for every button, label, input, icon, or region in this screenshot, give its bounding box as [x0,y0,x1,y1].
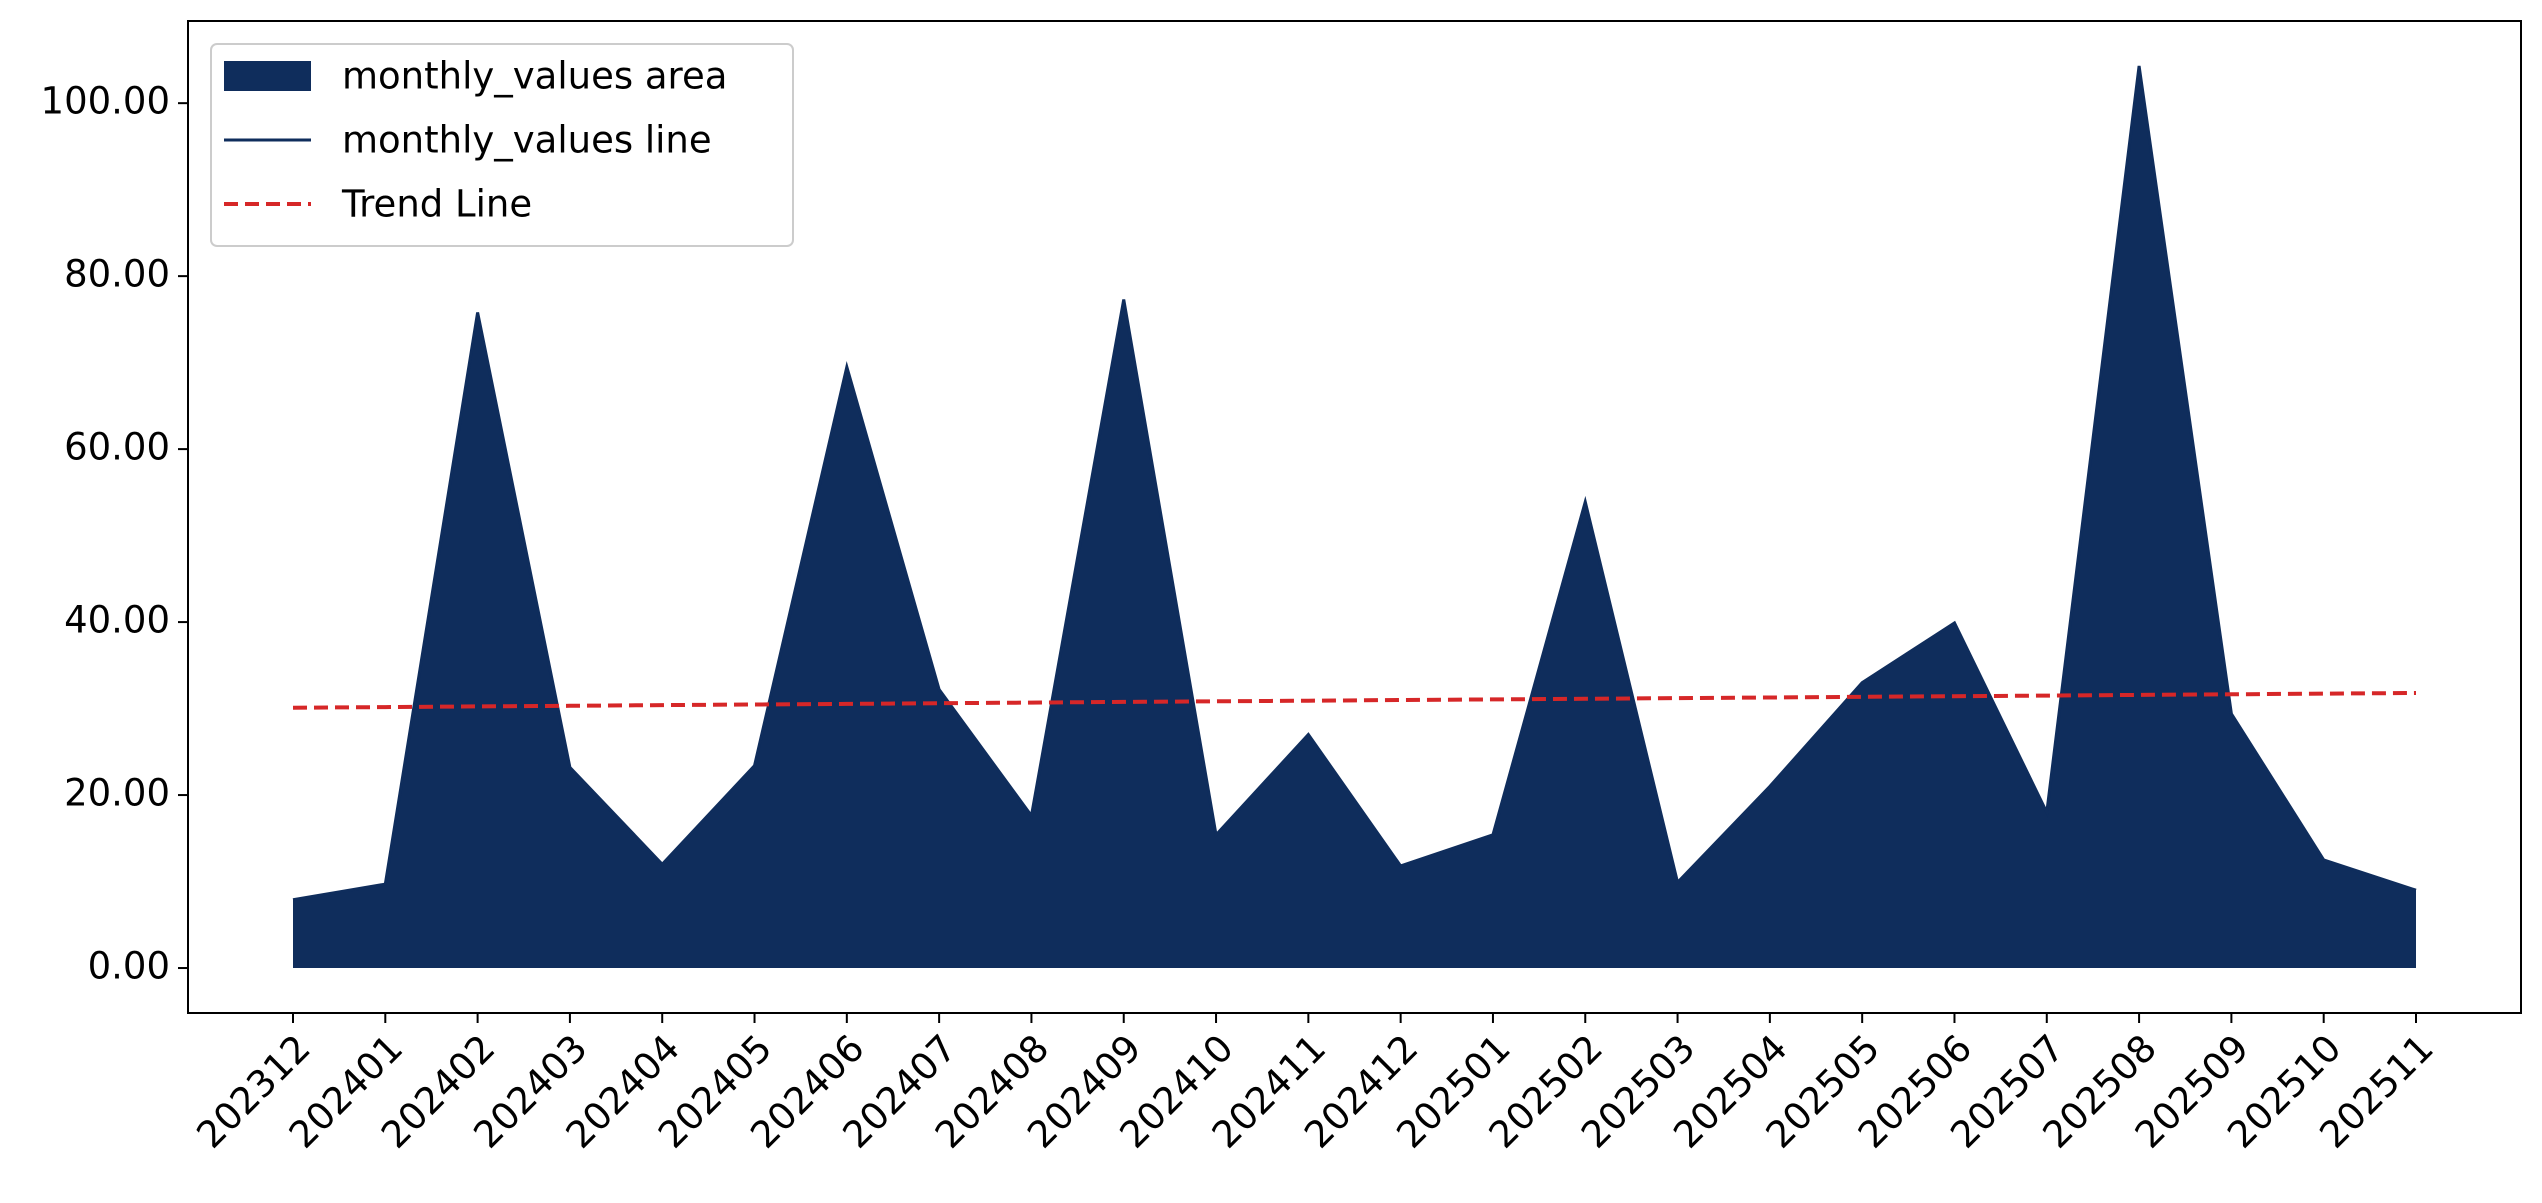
legend-swatch [224,61,311,91]
y-tick-label: 60.00 [64,426,170,469]
legend: monthly_values area monthly_values line Tr… [210,43,794,247]
y-tick-label: 80.00 [64,253,170,296]
y-tick-label: 40.00 [64,599,170,642]
legend-box [210,43,794,247]
plot-frame [187,20,2522,1014]
legend-label: monthly_values line [342,119,712,162]
y-tick-label: 20.00 [64,772,170,815]
line [292,65,2417,902]
area [293,65,2416,969]
legend-label: monthly_values area [342,55,727,98]
y-tick-label: 100.00 [41,80,170,123]
line [292,691,2417,710]
legend-label: Trend Line [341,183,532,226]
y-tick-label: 0.00 [88,945,170,988]
